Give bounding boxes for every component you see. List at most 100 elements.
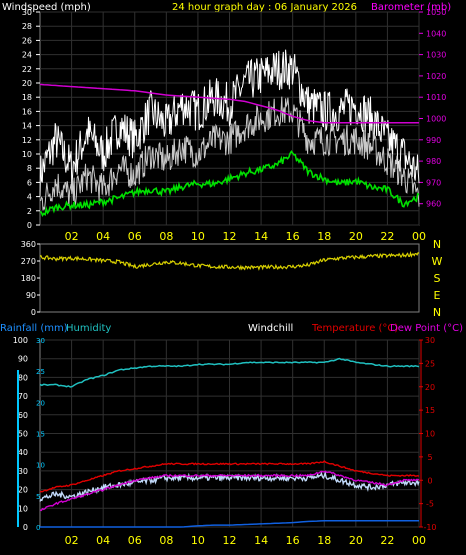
humidity-ytick-label: 70 xyxy=(18,392,28,401)
windspeed-series-line xyxy=(39,96,420,211)
dir-ytick-label: 90 xyxy=(26,291,36,300)
compass-label: N xyxy=(433,238,441,251)
wind-xtick-label: 16 xyxy=(286,230,300,243)
baro-ytick-label: 1010 xyxy=(426,93,446,102)
temp-xtick-label: 00 xyxy=(412,534,426,547)
wind-xtick-label: 02 xyxy=(65,230,79,243)
baro-ytick-label: 1040 xyxy=(426,29,446,38)
legend-windchill: Windchill xyxy=(248,323,293,334)
legend-humidity: Humidity xyxy=(66,323,111,334)
gust-series-line xyxy=(39,49,420,197)
legend-temperature: Temperature (°C) xyxy=(311,323,398,334)
temp-ytick-label: -10 xyxy=(423,523,436,532)
series-layer xyxy=(39,49,420,528)
average-wind-series-line xyxy=(39,149,420,217)
compass-label: W xyxy=(432,255,443,268)
temp-xtick-label: 08 xyxy=(159,534,173,547)
wind-ytick-label: 26 xyxy=(22,36,32,45)
wind-xtick-label: 12 xyxy=(223,230,237,243)
legend-dewpoint: Dew Point (°C) xyxy=(390,323,463,334)
wind-ytick-label: 2 xyxy=(27,207,32,216)
wind-xtick-label: 22 xyxy=(380,230,394,243)
wind-ytick-label: 0 xyxy=(27,221,32,230)
wind-ytick-label: 14 xyxy=(22,122,32,131)
humidity-ytick-label: 100 xyxy=(13,336,28,345)
temp-xtick-label: 04 xyxy=(96,534,110,547)
temp-ytick-label: -5 xyxy=(426,500,434,509)
rainfall-series-line xyxy=(40,520,419,528)
temperature-series-line xyxy=(39,460,420,493)
rain-ytick-label: 5 xyxy=(36,493,40,501)
wind-ytick-label: 24 xyxy=(22,51,32,60)
wind-ytick-label: 18 xyxy=(22,93,32,102)
humidity-series-line xyxy=(39,357,420,388)
wind-ytick-label: 10 xyxy=(22,150,32,159)
wind-xtick-label: 00 xyxy=(412,230,426,243)
graph-title: 24 hour graph day : 06 January 2026 xyxy=(172,2,357,13)
baro-ytick-label: 1000 xyxy=(426,115,446,124)
wind-ytick-label: 28 xyxy=(22,22,32,31)
baro-ytick-label: 960 xyxy=(426,200,441,209)
humidity-ytick-label: 40 xyxy=(18,448,28,457)
temp-ytick-label: 25 xyxy=(425,359,435,368)
legend-rainfall: Rainfall (mm) xyxy=(0,323,68,334)
wind-ytick-label: 8 xyxy=(27,164,32,173)
rain-ytick-label: 0 xyxy=(36,524,40,532)
humidity-ytick-label: 10 xyxy=(18,504,28,513)
windchill-series-line xyxy=(39,470,420,502)
temp-xtick-label: 14 xyxy=(254,534,268,547)
humidity-ytick-label: 20 xyxy=(18,486,28,495)
wind-ytick-label: 16 xyxy=(22,107,32,116)
wind-xtick-label: 06 xyxy=(128,230,142,243)
barometer-series-line xyxy=(39,83,419,124)
wind-ytick-label: 22 xyxy=(22,65,32,74)
dir-ytick-label: 180 xyxy=(21,274,36,283)
baro-ytick-label: 1020 xyxy=(426,72,446,81)
baro-ytick-label: 980 xyxy=(426,157,441,166)
wind-ytick-label: 30 xyxy=(22,8,32,17)
humidity-ytick-label: 50 xyxy=(18,430,28,439)
compass-label: S xyxy=(434,272,441,285)
wind-ytick-label: 4 xyxy=(27,193,32,202)
humidity-ytick-label: 30 xyxy=(18,467,28,476)
direction-series-line xyxy=(39,251,420,271)
compass-label: N xyxy=(433,306,441,319)
humidity-ytick-label: 80 xyxy=(18,373,28,382)
temp-ytick-label: 20 xyxy=(425,383,435,392)
rain-ytick-label: 20 xyxy=(36,399,45,407)
temp-ytick-label: 0 xyxy=(427,476,432,485)
humidity-ytick-label: 0 xyxy=(23,523,28,532)
wind-xtick-label: 08 xyxy=(159,230,173,243)
rain-ytick-label: 10 xyxy=(36,462,45,470)
rain-ytick-label: 30 xyxy=(36,337,45,345)
baro-ytick-label: 970 xyxy=(426,178,441,187)
wind-xtick-label: 14 xyxy=(254,230,268,243)
temp-xtick-label: 06 xyxy=(128,534,142,547)
wind-ytick-label: 20 xyxy=(22,79,32,88)
axes-layer: 0246810121416182022242628309609709809901… xyxy=(13,8,447,547)
dir-ytick-label: 360 xyxy=(21,240,36,249)
barometer-title: Barometer (mb) xyxy=(371,2,451,13)
humidity-ytick-label: 90 xyxy=(18,355,28,364)
temp-ytick-label: 30 xyxy=(425,336,435,345)
temp-xtick-label: 12 xyxy=(223,534,237,547)
wind-ytick-label: 12 xyxy=(22,136,32,145)
humidity-ytick-label: 60 xyxy=(18,411,28,420)
wind-xtick-label: 18 xyxy=(317,230,331,243)
compass-label: E xyxy=(434,289,441,302)
temp-xtick-label: 16 xyxy=(286,534,300,547)
temp-ytick-label: 15 xyxy=(425,406,435,415)
baro-ytick-label: 1030 xyxy=(426,51,446,60)
temp-xtick-label: 02 xyxy=(65,534,79,547)
wind-ytick-label: 6 xyxy=(27,178,32,187)
temp-xtick-label: 18 xyxy=(317,534,331,547)
dewpoint-series-line xyxy=(39,470,420,512)
temp-xtick-label: 22 xyxy=(380,534,394,547)
wind-xtick-label: 04 xyxy=(96,230,110,243)
baro-ytick-label: 1050 xyxy=(426,8,446,17)
dir-ytick-label: 0 xyxy=(31,308,36,317)
temp-ytick-label: 5 xyxy=(427,453,432,462)
wind-title: Windspeed (mph) xyxy=(2,2,91,13)
